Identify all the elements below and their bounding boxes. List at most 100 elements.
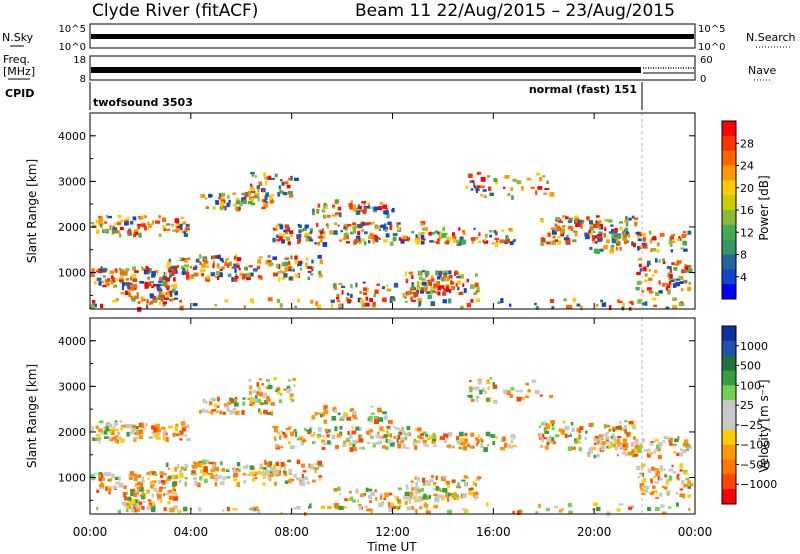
vel-scatter-cell <box>181 426 187 432</box>
power-scatter-cell <box>181 258 185 261</box>
vel-scatter-cell <box>518 509 523 515</box>
vel-scatter-cell <box>366 430 371 435</box>
power-scatter-cell <box>104 221 108 224</box>
power-scatter-cell <box>367 203 370 206</box>
power-scatter-cell <box>598 223 603 229</box>
vel-scatter-cell <box>146 472 150 475</box>
vel-scatter-cell <box>442 488 447 493</box>
power-scatter-cell <box>219 205 224 211</box>
power-scatter-cell <box>470 237 476 241</box>
power-scatter-cell <box>671 234 676 237</box>
power-scatter-cell <box>190 274 195 279</box>
power-scatter-cell <box>199 261 202 265</box>
title-right: Beam 11 22/Aug/2015 – 23/Aug/2015 <box>355 1 675 21</box>
vel-scatter-cell <box>151 480 157 484</box>
vel-scatter-cell <box>585 430 588 434</box>
vel-scatter-cell <box>605 424 611 428</box>
power-scatter-cell <box>257 196 260 202</box>
vel-scatter-cell <box>381 445 387 448</box>
power-scatter-cell <box>638 258 643 261</box>
power-scatter-cell <box>167 260 172 266</box>
power-scatter-cell <box>611 238 616 244</box>
vel-scatter-cell <box>251 506 256 512</box>
vel-scatter-cell <box>475 442 479 447</box>
power-scatter-cell <box>349 204 353 210</box>
freq-tick-left-bottom: 8 <box>80 74 86 85</box>
vel-scatter-cell <box>400 436 406 441</box>
vel-scatter-cell <box>631 449 635 453</box>
vel-colorbar-tick-label: 100 <box>740 379 761 392</box>
power-scatter-cell <box>224 206 227 211</box>
power-scatter-cell <box>112 227 118 231</box>
vel-scatter-cell <box>612 428 616 433</box>
vel-scatter-cell <box>257 509 261 514</box>
power-scatter-cell <box>551 229 557 235</box>
vel-scatter-cell <box>372 442 376 448</box>
vel-scatter-cell <box>612 436 617 441</box>
power-scatter-cell <box>384 228 388 233</box>
power-scatter-cell <box>565 216 569 220</box>
power-scatter-cell <box>218 196 221 200</box>
power-scatter-cell <box>635 286 640 291</box>
power-scatter-cell <box>90 304 95 309</box>
vel-scatter-cell <box>511 444 517 448</box>
power-scatter-cell <box>361 221 365 226</box>
vel-scatter-cell <box>544 445 549 450</box>
power-scatter-cell <box>347 299 352 302</box>
power-scatter-cell <box>205 264 209 269</box>
vel-scatter-cell <box>546 437 552 443</box>
vel-scatter-cell <box>234 410 240 416</box>
power-scatter-cell <box>155 220 160 224</box>
power-scatter-cell <box>454 270 458 275</box>
power-scatter-cell <box>365 296 369 301</box>
vel-scatter-cell <box>162 483 166 486</box>
vel-scatter-cell <box>404 491 410 496</box>
power-scatter-cell <box>117 221 122 226</box>
vel-scatter-cell <box>300 441 304 445</box>
vel-scatter-cell <box>165 437 169 442</box>
vel-scatter-cell <box>602 433 608 437</box>
power-scatter-cell <box>675 281 680 287</box>
vel-scatter-cell <box>213 476 219 482</box>
power-scatter-cell <box>595 241 598 244</box>
power-scatter-cell <box>158 215 161 219</box>
vel-scatter-cell <box>201 408 205 413</box>
power-scatter-cell <box>442 299 447 304</box>
vel-scatter-cell <box>148 436 153 439</box>
power-scatter-cell <box>374 235 379 239</box>
power-scatter-cell <box>668 284 671 289</box>
vel-scatter-cell <box>384 492 389 498</box>
power-scatter-cell <box>666 285 669 290</box>
power-scatter-cell <box>456 239 459 245</box>
power-scatter-cell <box>670 249 674 253</box>
freq-label-line1: Freq. <box>3 53 30 66</box>
power-scatter-cell <box>440 270 443 275</box>
power-scatter-cell <box>550 227 555 230</box>
vel-scatter-cell <box>134 507 138 513</box>
power-colorbar-swatch <box>722 150 736 166</box>
vel-scatter-cell <box>570 432 573 436</box>
vel-scatter-cell <box>657 475 660 481</box>
power-scatter-cell <box>681 234 687 239</box>
vel-scatter-cell <box>184 477 188 480</box>
power-colorbar-swatch <box>722 254 736 270</box>
power-scatter-cell <box>275 224 279 230</box>
power-scatter-cell <box>239 202 243 207</box>
vel-scatter-cell <box>654 481 659 484</box>
power-scatter-cell <box>165 277 171 282</box>
vel-scatter-cell <box>459 442 463 445</box>
power-scatter-cell <box>432 290 435 293</box>
power-scatter-cell <box>146 227 150 230</box>
vel-scatter-cell <box>249 390 252 396</box>
power-scatter-cell <box>599 233 603 237</box>
vel-scatter-cell <box>661 511 667 514</box>
vel-scatter-cell <box>226 408 230 412</box>
vel-scatter-cell <box>255 398 261 403</box>
vel-scatter-cell <box>671 443 677 446</box>
vel-scatter-cell <box>352 443 356 448</box>
power-scatter-cell <box>458 227 461 231</box>
vel-scatter-cell <box>567 434 572 437</box>
power-scatter-cell <box>316 304 322 310</box>
vel-scatter-cell <box>196 462 201 468</box>
vel-scatter-cell <box>184 481 187 487</box>
